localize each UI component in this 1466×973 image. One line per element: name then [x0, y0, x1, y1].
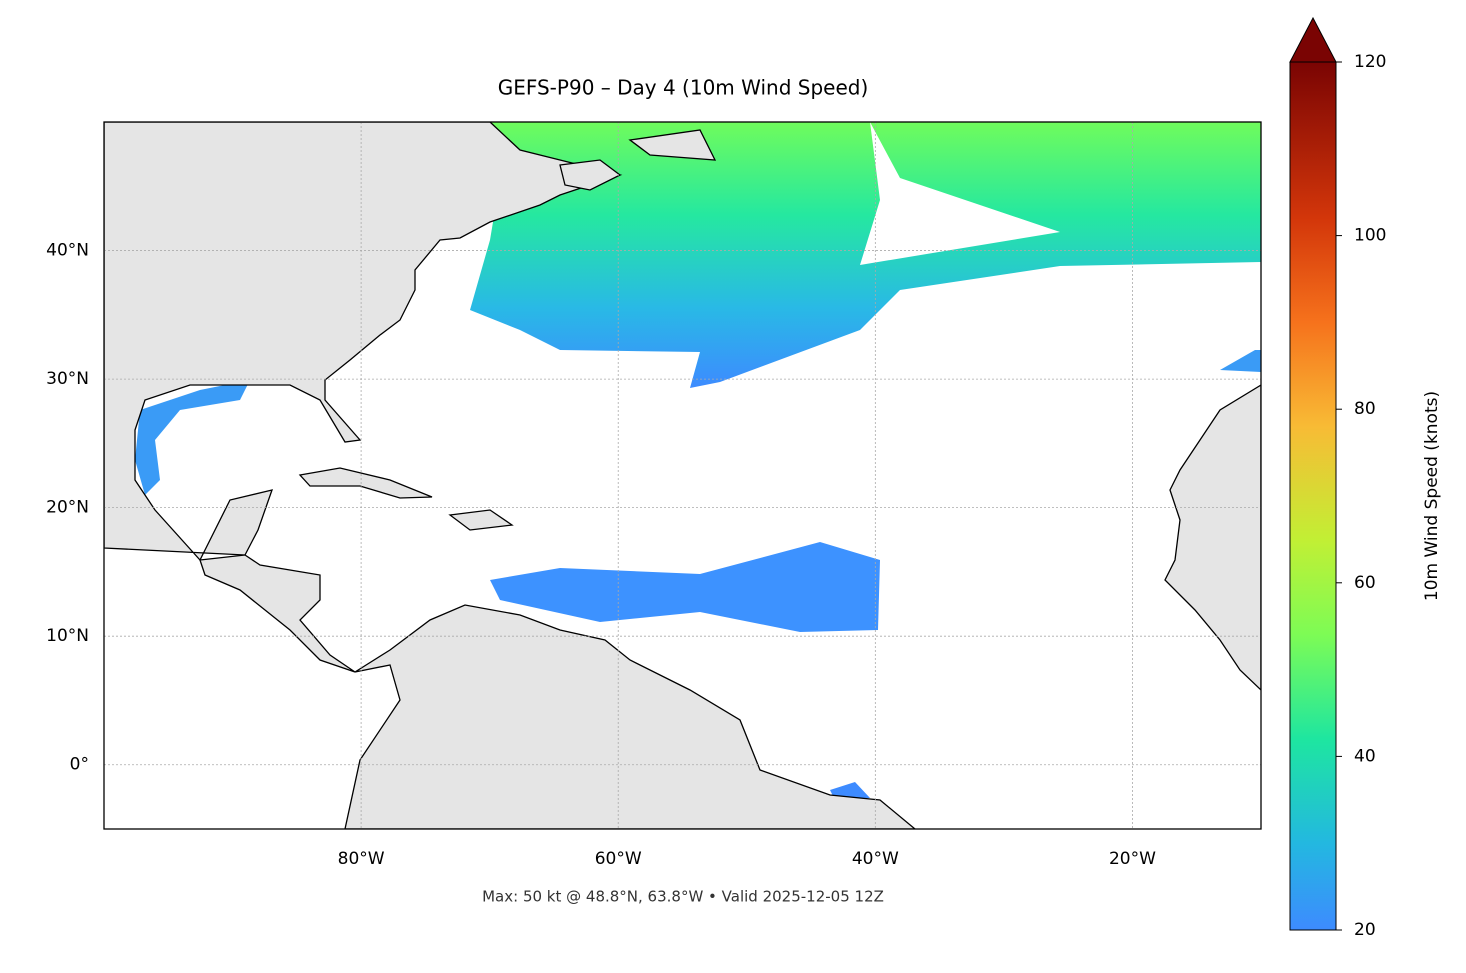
colorbar-tick-label: 20 [1354, 920, 1376, 940]
colorbar-tick-label: 120 [1354, 52, 1386, 72]
x-tick-label: 80°W [338, 849, 385, 869]
y-tick-label: 40°N [46, 241, 89, 261]
footnote: Max: 50 kt @ 48.8°N, 63.8°W • Valid 2025… [482, 888, 884, 906]
colorbar [1289, 61, 1337, 931]
map-frame [103, 121, 1262, 830]
colorbar-tick-label: 60 [1354, 573, 1376, 593]
colorbar-label: 10m Wind Speed (knots) [1422, 391, 1442, 601]
colorbar-tick-label: 40 [1354, 746, 1376, 766]
y-tick-label: 10°N [46, 626, 89, 646]
y-tick-label: 30°N [46, 369, 89, 389]
land [628, 129, 717, 161]
land [199, 554, 356, 673]
colorbar-tick-label: 80 [1354, 399, 1376, 419]
colorbar-tick-label: 100 [1354, 226, 1386, 246]
wind-swath [1220, 350, 1261, 372]
land [104, 122, 623, 562]
map [104, 122, 1261, 829]
land [559, 159, 622, 191]
x-tick-label: 40°W [852, 849, 899, 869]
land [344, 604, 917, 829]
land [1164, 384, 1261, 691]
wind-swath [135, 380, 250, 495]
title: GEFS-P90 – Day 4 (10m Wind Speed) [498, 76, 869, 100]
x-tick-label: 60°W [595, 849, 642, 869]
land [448, 509, 514, 531]
y-tick-label: 0° [70, 755, 89, 775]
y-tick-label: 20°N [46, 498, 89, 518]
wind-swath [490, 542, 880, 632]
land [298, 467, 433, 499]
colorbar-extend [1289, 16, 1337, 63]
x-tick-label: 20°W [1109, 849, 1156, 869]
wind-swath [470, 122, 1261, 388]
